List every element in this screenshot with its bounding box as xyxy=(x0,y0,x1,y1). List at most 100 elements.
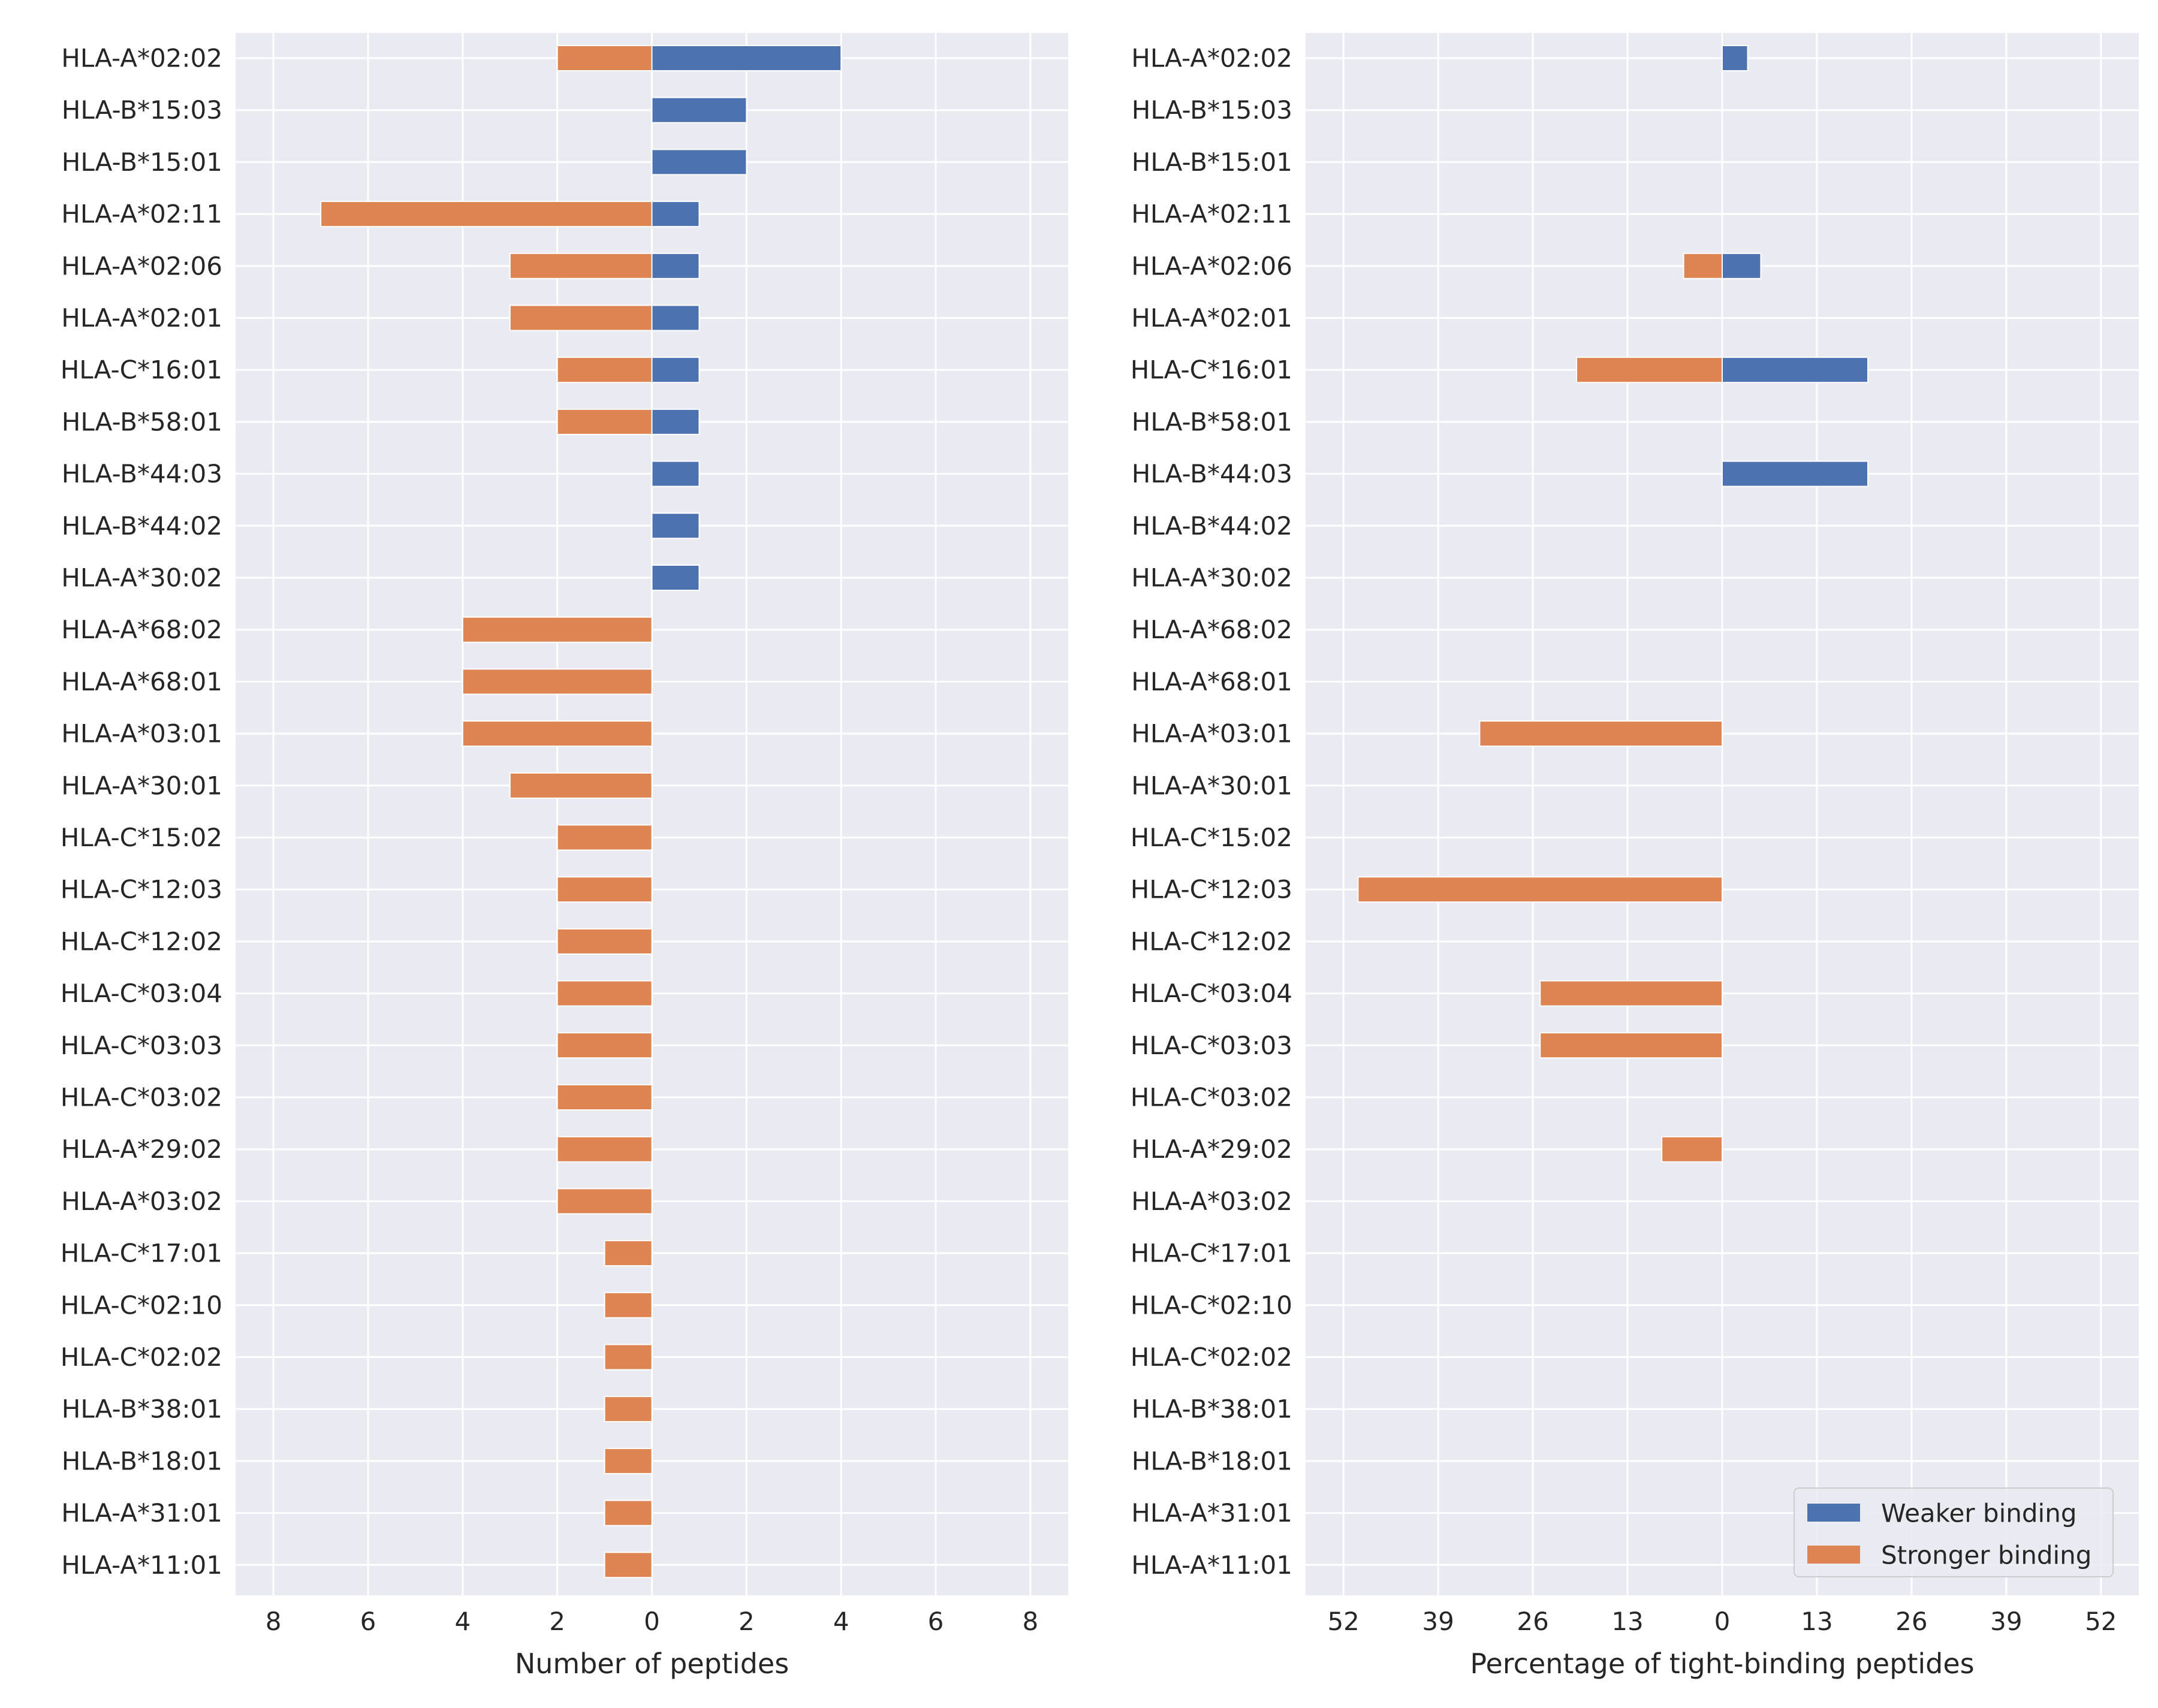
bar-stronger-binding xyxy=(556,1188,653,1215)
y-tick-label: HLA-A*30:01 xyxy=(61,771,222,800)
y-tick-label: HLA-A*03:01 xyxy=(1131,719,1292,749)
x-tick-label: 13 xyxy=(1611,1607,1643,1636)
y-tick-label: HLA-A*02:01 xyxy=(61,303,222,333)
bar-weaker-binding xyxy=(651,201,700,228)
y-tick-label: HLA-C*03:04 xyxy=(61,979,222,1008)
x-tick-label: 4 xyxy=(833,1607,849,1636)
y-tick-label: HLA-C*15:02 xyxy=(61,823,222,852)
bar-stronger-binding xyxy=(462,668,653,695)
bar-stronger-binding xyxy=(556,876,653,903)
y-tick-label: HLA-C*03:03 xyxy=(61,1031,222,1060)
bar-weaker-binding xyxy=(651,460,700,487)
x-axis-label: Number of peptides xyxy=(515,1647,789,1680)
bar-stronger-binding xyxy=(604,1447,653,1474)
y-tick-label: HLA-C*03:02 xyxy=(1131,1083,1292,1112)
bar-stronger-binding xyxy=(556,1136,653,1163)
x-tick-label: 8 xyxy=(266,1607,282,1636)
y-tick-label: HLA-A*02:06 xyxy=(61,251,222,280)
y-tick-label: HLA-A*30:01 xyxy=(1131,771,1292,800)
x-tick-label: 39 xyxy=(1990,1607,2022,1636)
bar-stronger-binding xyxy=(1479,720,1723,747)
y-tick-label: HLA-A*02:11 xyxy=(61,200,222,229)
bar-stronger-binding xyxy=(604,1396,653,1423)
x-tick-label: 6 xyxy=(360,1607,376,1636)
bar-weaker-binding xyxy=(651,512,700,539)
y-tick-label: HLA-C*16:01 xyxy=(1131,355,1292,385)
bar-stronger-binding xyxy=(1661,1136,1723,1163)
bar-weaker-binding xyxy=(651,408,700,435)
y-tick-label: HLA-A*02:01 xyxy=(1131,303,1292,333)
y-tick-label: HLA-C*03:04 xyxy=(1131,979,1292,1008)
x-tick-label: 13 xyxy=(1801,1607,1833,1636)
y-tick-label: HLA-A*30:02 xyxy=(1131,563,1292,593)
legend-box xyxy=(1794,1487,2114,1577)
y-tick-label: HLA-B*44:03 xyxy=(62,459,222,488)
x-tick-label: 2 xyxy=(739,1607,755,1636)
bar-stronger-binding xyxy=(556,824,653,851)
y-tick-label: HLA-A*31:01 xyxy=(61,1498,222,1528)
x-tick-label: 26 xyxy=(1517,1607,1548,1636)
bar-stronger-binding xyxy=(509,304,653,331)
bar-stronger-binding xyxy=(1539,980,1723,1007)
y-tick-label: HLA-C*02:10 xyxy=(61,1290,222,1320)
legend-label-weaker: Weaker binding xyxy=(1881,1499,2076,1528)
bar-stronger-binding xyxy=(556,1084,653,1110)
bar-stronger-binding xyxy=(604,1499,653,1526)
bar-stronger-binding xyxy=(462,720,653,747)
bar-weaker-binding xyxy=(651,304,700,331)
y-tick-label: HLA-A*03:02 xyxy=(1131,1187,1292,1216)
bar-weaker-binding xyxy=(1722,460,1869,487)
y-tick-label: HLA-A*30:02 xyxy=(61,563,222,593)
y-tick-label: HLA-C*02:02 xyxy=(61,1342,222,1372)
legend: Weaker binding Stronger binding xyxy=(1794,1487,2114,1577)
x-tick-label: 0 xyxy=(644,1607,660,1636)
y-tick-label: HLA-B*15:03 xyxy=(62,95,222,125)
bar-stronger-binding xyxy=(1683,252,1723,279)
y-tick-label: HLA-B*44:03 xyxy=(1132,459,1292,488)
bar-weaker-binding xyxy=(651,252,700,279)
x-tick-label: 8 xyxy=(1022,1607,1038,1636)
y-tick-label: HLA-B*44:02 xyxy=(62,511,222,541)
y-tick-label: HLA-A*68:02 xyxy=(61,615,222,644)
y-tick-label: HLA-C*15:02 xyxy=(1131,823,1292,852)
bar-weaker-binding xyxy=(1722,357,1869,384)
bar-weaker-binding xyxy=(651,96,748,123)
x-tick-label: 4 xyxy=(454,1607,471,1636)
y-tick-label: HLA-C*02:10 xyxy=(1131,1290,1292,1320)
bar-weaker-binding xyxy=(1722,252,1762,279)
y-tick-label: HLA-B*38:01 xyxy=(62,1395,222,1424)
y-tick-label: HLA-A*02:02 xyxy=(1131,44,1292,73)
y-tick-label: HLA-B*18:01 xyxy=(1132,1446,1292,1475)
bar-weaker-binding xyxy=(651,357,700,384)
legend-swatch-stronger xyxy=(1807,1546,1860,1564)
x-tick-label: 52 xyxy=(1327,1607,1359,1636)
right-panel-percentage-of-tight-binding: HLA-A*02:02 HLA-B*15:03 HLA-B*15:01 HLA-A*0… xyxy=(1131,33,2139,1680)
x-tick-label: 52 xyxy=(2085,1607,2117,1636)
y-tick-label: HLA-C*02:02 xyxy=(1131,1342,1292,1372)
y-tick-label: HLA-B*18:01 xyxy=(62,1446,222,1475)
bar-stronger-binding xyxy=(509,772,653,799)
bar-stronger-binding xyxy=(320,201,653,228)
y-tick-label: HLA-A*02:11 xyxy=(1131,200,1292,229)
bar-stronger-binding xyxy=(556,1032,653,1059)
y-tick-label: HLA-A*68:01 xyxy=(1131,667,1292,696)
y-tick-label: HLA-A*02:02 xyxy=(61,44,222,73)
y-tick-label: HLA-C*03:03 xyxy=(1131,1031,1292,1060)
bar-weaker-binding xyxy=(1722,45,1749,71)
y-tick-label: HLA-B*15:01 xyxy=(1132,147,1292,177)
x-tick-label: 2 xyxy=(549,1607,565,1636)
bar-weaker-binding xyxy=(651,45,842,71)
y-tick-label: HLA-B*44:02 xyxy=(1132,511,1292,541)
bar-stronger-binding xyxy=(1575,357,1723,384)
y-tick-label: HLA-B*15:03 xyxy=(1132,95,1292,125)
x-tick-label: 6 xyxy=(928,1607,944,1636)
y-tick-label: HLA-C*12:03 xyxy=(1131,875,1292,904)
y-tick-label: HLA-A*11:01 xyxy=(61,1550,222,1580)
y-tick-label: HLA-A*68:02 xyxy=(1131,615,1292,644)
bar-weaker-binding xyxy=(651,149,748,176)
y-tick-label: HLA-A*02:06 xyxy=(1131,251,1292,280)
bar-stronger-binding xyxy=(556,357,653,384)
legend-label-stronger: Stronger binding xyxy=(1881,1541,2091,1570)
y-tick-label: HLA-B*58:01 xyxy=(1132,407,1292,436)
